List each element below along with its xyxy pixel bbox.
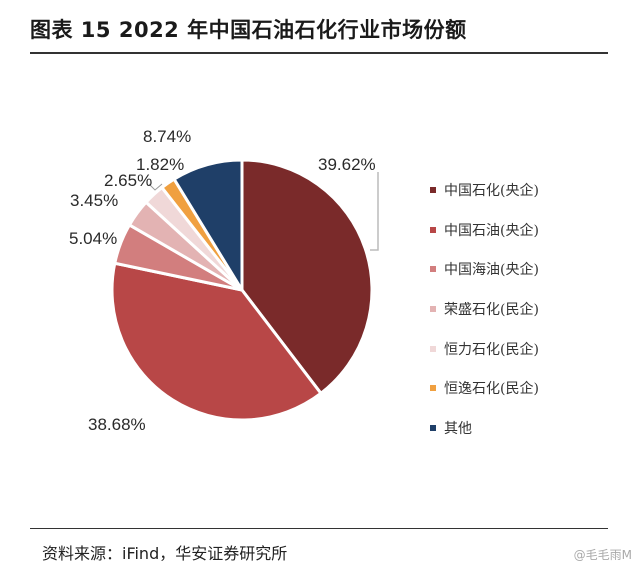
data-label-1: 39.62% (318, 155, 376, 174)
legend-swatch (430, 266, 436, 273)
pie-slice-1 (240, 158, 374, 395)
legend-item: 荣盛石化(民企) (430, 289, 539, 329)
source-note: 资料来源：iFind，华安证券研究所 (42, 544, 288, 563)
legend-item: 其他 (430, 408, 539, 448)
legend-item: 恒力石化(民企) (430, 329, 539, 369)
data-label-4: 3.45% (70, 191, 118, 210)
legend-swatch (430, 186, 436, 193)
legend-label: 其他 (444, 420, 472, 437)
legend-swatch (430, 226, 436, 233)
legend-label: 中国石化(央企) (444, 182, 539, 199)
legend-item: 中国石油(央企) (430, 210, 539, 250)
legend-swatch (430, 424, 436, 431)
watermark: @毛毛雨M (573, 548, 632, 562)
data-label-7: 8.74% (143, 127, 191, 146)
data-labels: 39.62% 38.68% 5.04% 3.45%2.65%1.82% 8.74% (69, 127, 376, 434)
pie-chart: 39.62% 38.68% 5.04% 3.45%2.65%1.82% 8.74% (69, 127, 379, 434)
legend-swatch (430, 345, 436, 352)
legend-label: 中国石油(央企) (444, 222, 539, 239)
data-label-2: 38.68% (88, 415, 146, 434)
legend-swatch (430, 385, 436, 392)
data-label-5: 2.65% (104, 171, 152, 190)
pie-slice-7 (172, 158, 244, 292)
legend-item: 中国海油(央企) (430, 249, 539, 289)
legend-label: 中国海油(央企) (444, 262, 539, 279)
legend-label: 荣盛石化(民企) (444, 301, 539, 318)
footer-divider (30, 528, 608, 529)
legend-swatch (430, 305, 436, 312)
leader-line-1 (370, 172, 379, 251)
title-divider (30, 52, 608, 54)
data-label-3: 5.04% (69, 229, 117, 248)
chart-title: 图表 15 2022 年中国石油石化行业市场份额 (30, 18, 467, 42)
legend: 中国石化(央企) 中国石油(央企) 中国海油(央企) 荣盛石化(民企) 恒力石化(民企)… (430, 170, 539, 448)
data-label-6: 1.82% (136, 155, 184, 174)
legend-item: 中国石化(央企) (430, 170, 539, 210)
pie-slices (110, 158, 374, 422)
pie-slice-2 (110, 261, 323, 422)
leader-lines (148, 172, 379, 251)
legend-label: 恒力石化(民企) (444, 341, 539, 358)
leader-line-2 (148, 183, 163, 191)
legend-label: 恒逸石化(民企) (444, 381, 539, 398)
legend-item: 恒逸石化(民企) (430, 368, 539, 408)
